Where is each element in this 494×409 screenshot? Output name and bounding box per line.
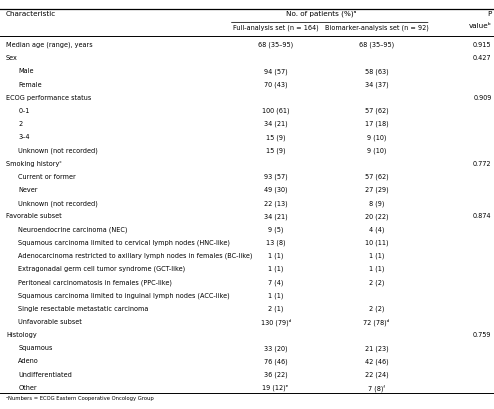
Text: Smoking historyᶜ: Smoking historyᶜ bbox=[6, 160, 62, 166]
Text: 4 (4): 4 (4) bbox=[369, 226, 384, 232]
Text: 58 (63): 58 (63) bbox=[365, 68, 388, 74]
Text: Histology: Histology bbox=[6, 331, 37, 337]
Text: 36 (22): 36 (22) bbox=[264, 371, 288, 377]
Text: 17 (18): 17 (18) bbox=[365, 121, 388, 127]
Text: 1 (1): 1 (1) bbox=[369, 252, 384, 258]
Text: 19 (12)ᵉ: 19 (12)ᵉ bbox=[262, 384, 289, 390]
Text: 9 (10): 9 (10) bbox=[367, 147, 386, 153]
Text: Unknown (not recorded): Unknown (not recorded) bbox=[18, 147, 98, 153]
Text: 2 (2): 2 (2) bbox=[369, 305, 384, 311]
Text: 34 (21): 34 (21) bbox=[264, 213, 288, 219]
Text: 1 (1): 1 (1) bbox=[369, 265, 384, 272]
Text: 13 (8): 13 (8) bbox=[266, 239, 286, 245]
Text: Male: Male bbox=[18, 68, 34, 74]
Text: 76 (46): 76 (46) bbox=[264, 357, 288, 364]
Text: 0.915: 0.915 bbox=[473, 42, 492, 48]
Text: 2 (1): 2 (1) bbox=[268, 305, 284, 311]
Text: 1 (1): 1 (1) bbox=[268, 292, 284, 298]
Text: 0.759: 0.759 bbox=[473, 331, 492, 337]
Text: Unknown (not recorded): Unknown (not recorded) bbox=[18, 200, 98, 206]
Text: Full-analysis set (n = 164): Full-analysis set (n = 164) bbox=[233, 25, 319, 31]
Text: 22 (24): 22 (24) bbox=[365, 371, 388, 377]
Text: Sex: Sex bbox=[6, 55, 18, 61]
Text: 0–1: 0–1 bbox=[18, 108, 30, 114]
Text: valueᵇ: valueᵇ bbox=[469, 23, 492, 29]
Text: Biomarker-analysis set (n = 92): Biomarker-analysis set (n = 92) bbox=[325, 25, 428, 31]
Text: 15 (9): 15 (9) bbox=[266, 147, 286, 153]
Text: Adenocarcinoma restricted to axillary lymph nodes in females (BC-like): Adenocarcinoma restricted to axillary ly… bbox=[18, 252, 252, 258]
Text: 57 (62): 57 (62) bbox=[365, 173, 388, 180]
Text: 0.874: 0.874 bbox=[473, 213, 492, 219]
Text: 34 (37): 34 (37) bbox=[365, 81, 388, 88]
Text: 7 (4): 7 (4) bbox=[268, 279, 284, 285]
Text: 130 (79)ᵈ: 130 (79)ᵈ bbox=[260, 317, 291, 325]
Text: 0.772: 0.772 bbox=[473, 160, 492, 166]
Text: 0.427: 0.427 bbox=[473, 55, 492, 61]
Text: ᵃNumbers = ECOG Eastern Cooperative Oncology Group: ᵃNumbers = ECOG Eastern Cooperative Onco… bbox=[6, 396, 154, 400]
Text: 2: 2 bbox=[18, 121, 22, 127]
Text: 9 (5): 9 (5) bbox=[268, 226, 284, 232]
Text: 8 (9): 8 (9) bbox=[369, 200, 384, 206]
Text: 68 (35–95): 68 (35–95) bbox=[258, 42, 293, 48]
Text: Never: Never bbox=[18, 187, 38, 193]
Text: 94 (57): 94 (57) bbox=[264, 68, 288, 74]
Text: 57 (62): 57 (62) bbox=[365, 108, 388, 114]
Text: 10 (11): 10 (11) bbox=[365, 239, 388, 245]
Text: Extragonadal germ cell tumor syndrome (GCT-like): Extragonadal germ cell tumor syndrome (G… bbox=[18, 265, 185, 272]
Text: ECOG performance status: ECOG performance status bbox=[6, 94, 91, 101]
Text: Squamous carcinoma limited to inguinal lymph nodes (ACC-like): Squamous carcinoma limited to inguinal l… bbox=[18, 292, 230, 298]
Text: 9 (10): 9 (10) bbox=[367, 134, 386, 140]
Text: 49 (30): 49 (30) bbox=[264, 187, 288, 193]
Text: Female: Female bbox=[18, 81, 42, 88]
Text: Neuroendocrine carcinoma (NEC): Neuroendocrine carcinoma (NEC) bbox=[18, 226, 127, 232]
Text: Single resectable metastatic carcinoma: Single resectable metastatic carcinoma bbox=[18, 305, 149, 311]
Text: Favorable subset: Favorable subset bbox=[6, 213, 62, 219]
Text: 0.909: 0.909 bbox=[473, 94, 492, 101]
Text: Unfavorable subset: Unfavorable subset bbox=[18, 318, 82, 324]
Text: 33 (20): 33 (20) bbox=[264, 344, 288, 351]
Text: 20 (22): 20 (22) bbox=[365, 213, 388, 219]
Text: P: P bbox=[487, 11, 492, 17]
Text: 27 (29): 27 (29) bbox=[365, 187, 388, 193]
Text: 70 (43): 70 (43) bbox=[264, 81, 288, 88]
Text: 22 (13): 22 (13) bbox=[264, 200, 288, 206]
Text: 93 (57): 93 (57) bbox=[264, 173, 288, 180]
Text: Characteristic: Characteristic bbox=[6, 11, 56, 17]
Text: Peritoneal carcinomatosis in females (PPC-like): Peritoneal carcinomatosis in females (PP… bbox=[18, 279, 172, 285]
Text: Squamous carcinoma limited to cervical lymph nodes (HNC-like): Squamous carcinoma limited to cervical l… bbox=[18, 239, 230, 245]
Text: 42 (46): 42 (46) bbox=[365, 357, 388, 364]
Text: 1 (1): 1 (1) bbox=[268, 252, 284, 258]
Text: Undifferentiated: Undifferentiated bbox=[18, 371, 72, 377]
Text: 1 (1): 1 (1) bbox=[268, 265, 284, 272]
Text: 3–4: 3–4 bbox=[18, 134, 30, 140]
Text: 15 (9): 15 (9) bbox=[266, 134, 286, 140]
Text: 2 (2): 2 (2) bbox=[369, 279, 384, 285]
Text: Adeno: Adeno bbox=[18, 357, 39, 364]
Text: Squamous: Squamous bbox=[18, 344, 53, 351]
Text: 100 (61): 100 (61) bbox=[262, 108, 289, 114]
Text: 68 (35–95): 68 (35–95) bbox=[359, 42, 394, 48]
Text: No. of patients (%)ᵃ: No. of patients (%)ᵃ bbox=[286, 11, 356, 17]
Text: 72 (78)ᵈ: 72 (78)ᵈ bbox=[363, 317, 390, 325]
Text: 21 (23): 21 (23) bbox=[365, 344, 388, 351]
Text: Current or former: Current or former bbox=[18, 173, 76, 180]
Text: Other: Other bbox=[18, 384, 37, 390]
Text: Median age (range), years: Median age (range), years bbox=[6, 42, 92, 48]
Text: 34 (21): 34 (21) bbox=[264, 121, 288, 127]
Text: 7 (8)ᶠ: 7 (8)ᶠ bbox=[368, 383, 385, 391]
